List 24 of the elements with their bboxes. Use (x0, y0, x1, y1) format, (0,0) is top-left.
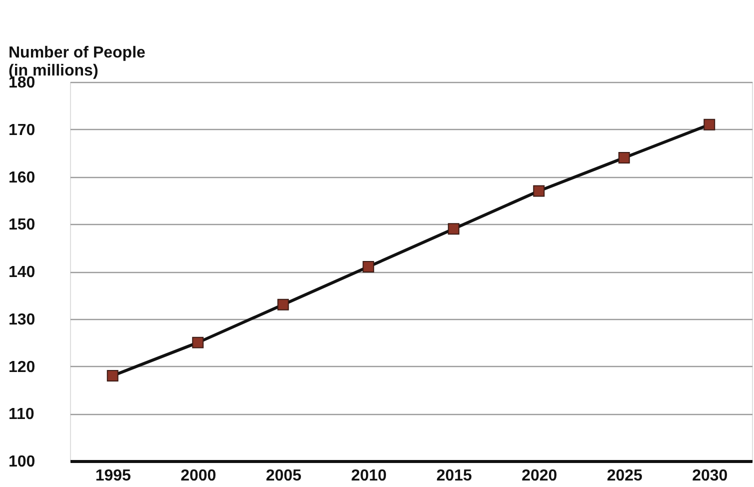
y-tick-label: 170 (8, 122, 36, 139)
y-tick-label: 130 (8, 311, 36, 328)
x-tick-label: 2005 (266, 468, 302, 484)
x-tick-label: 2010 (351, 468, 387, 484)
x-tick-label: 2025 (606, 468, 643, 484)
point (106, 370, 118, 382)
y-tick-label: 150 (8, 216, 36, 234)
point (192, 336, 204, 348)
x-tick-label: 2015 (436, 468, 472, 484)
point (533, 185, 545, 197)
point (618, 152, 630, 164)
x-tick-label: 2020 (522, 468, 558, 484)
x-tick-label: 2030 (692, 468, 728, 484)
point (362, 261, 374, 273)
x-tick-label: 2000 (180, 468, 216, 484)
point (448, 223, 460, 235)
y-tick-label: 160 (8, 169, 36, 186)
y-tick-label: 110 (8, 406, 34, 424)
point (704, 118, 716, 130)
y-tick-label: 140 (8, 264, 36, 281)
y-tick-label: 120 (8, 358, 36, 376)
y-tick-label: 100 (8, 454, 36, 470)
point (277, 298, 289, 310)
x-tick-label: 1995 (95, 468, 132, 484)
